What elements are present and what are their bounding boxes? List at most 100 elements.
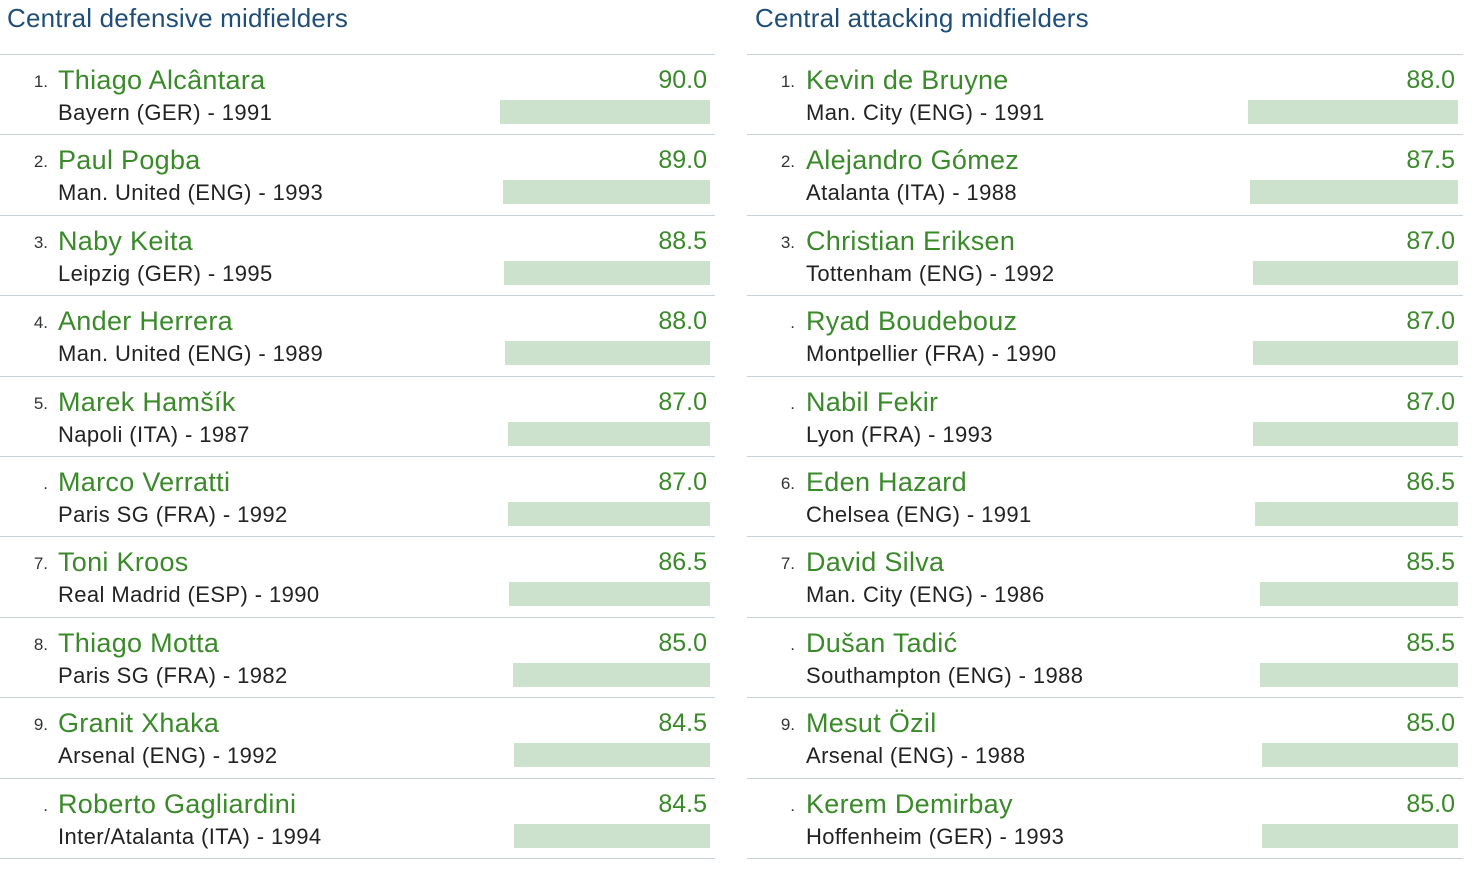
- rank-number: .: [790, 795, 795, 815]
- player-name: Roberto Gagliardini: [58, 788, 297, 819]
- player-name: Mesut Özil: [806, 708, 937, 739]
- rank-number: 9.: [780, 715, 795, 735]
- ranking-row: . Marco Verratti Paris SG (FRA) - 1992 87.0: [0, 457, 715, 538]
- score-bar-track: [1248, 501, 1458, 526]
- club-and-year: Man. United (ENG) - 1989: [58, 341, 324, 367]
- score-bar: [1252, 260, 1458, 285]
- club-and-year: Chelsea (ENG) - 1991: [806, 501, 1032, 527]
- ranking-row: 3. Christian Eriksen Tottenham (ENG) - 199…: [747, 216, 1463, 297]
- score-bar-track: [1248, 582, 1458, 607]
- score-label: 84.5: [658, 709, 707, 738]
- player-name: Christian Eriksen: [806, 225, 1016, 256]
- ranking-list: 1. Thiago Alcântara Bayern (GER) - 1991 90.…: [0, 54, 715, 859]
- player-name: Ryad Boudebouz: [806, 306, 1018, 337]
- score-label: 84.5: [658, 789, 707, 818]
- club-and-year: Napoli (ITA) - 1987: [58, 421, 250, 447]
- ranking-row: 2. Alejandro Gómez Atalanta (ITA) - 1988 87…: [747, 135, 1463, 216]
- ranking-row: 1. Kevin de Bruyne Man. City (ENG) - 1991 8…: [747, 55, 1463, 136]
- score-bar-track: [500, 421, 710, 446]
- club-and-year: Hoffenheim (GER) - 1993: [806, 823, 1065, 849]
- panel-title: Central defensive midfielders: [7, 3, 349, 33]
- club-and-year: Man. City (ENG) - 1986: [806, 582, 1045, 608]
- ranking-row: . Roberto Gagliardini Inter/Atalanta (ITA)…: [0, 779, 715, 859]
- ranking-row: 7. Toni Kroos Real Madrid (ESP) - 1990 86.5: [0, 537, 715, 618]
- score-bar-track: [1248, 421, 1458, 446]
- score-bar-track: [1248, 743, 1458, 768]
- player-name: Kerem Demirbay: [806, 788, 1013, 819]
- score-bar-track: [500, 100, 710, 124]
- score-bar-track: [1248, 823, 1458, 848]
- club-and-year: Tottenham (ENG) - 1992: [806, 260, 1055, 286]
- club-and-year: Lyon (FRA) - 1993: [806, 421, 993, 447]
- rank-number: 7.: [780, 554, 795, 574]
- score-bar-track: [500, 823, 710, 848]
- club-and-year: Paris SG (FRA) - 1992: [58, 501, 288, 527]
- club-and-year: Man. City (ENG) - 1991: [806, 100, 1045, 125]
- ranking-row: . Nabil Fekir Lyon (FRA) - 1993 87.0: [747, 377, 1463, 457]
- score-bar-track: [1248, 260, 1458, 285]
- rank-number: .: [790, 634, 795, 654]
- player-name: Granit Xhaka: [58, 708, 220, 739]
- score-label: 89.0: [658, 146, 707, 175]
- player-name: David Silva: [806, 547, 945, 578]
- rank-number: 5.: [33, 393, 48, 413]
- score-bar: [1252, 421, 1458, 446]
- club-and-year: Arsenal (ENG) - 1992: [58, 743, 278, 769]
- score-bar: [1262, 743, 1458, 768]
- club-and-year: Montpellier (FRA) - 1990: [806, 341, 1057, 367]
- player-name: Marek Hamšík: [58, 386, 236, 417]
- player-name: Toni Kroos: [58, 547, 189, 578]
- rank-number: .: [790, 393, 795, 413]
- club-and-year: Real Madrid (ESP) - 1990: [58, 582, 320, 608]
- player-name: Ander Herrera: [58, 306, 233, 337]
- score-label: 88.0: [1406, 66, 1455, 94]
- club-and-year: Man. United (ENG) - 1993: [58, 180, 324, 206]
- score-bar: [1255, 501, 1458, 526]
- rank-number: 6.: [780, 473, 795, 493]
- player-name: Thiago Motta: [58, 627, 220, 658]
- ranking-row: . Dušan Tadić Southampton (ENG) - 1988 85.5: [747, 618, 1463, 699]
- club-and-year: Paris SG (FRA) - 1982: [58, 662, 288, 688]
- score-label: 85.0: [1406, 709, 1455, 738]
- player-name: Eden Hazard: [806, 466, 967, 497]
- score-bar-track: [500, 743, 710, 768]
- rank-number: .: [790, 313, 795, 333]
- score-label: 87.0: [658, 467, 707, 496]
- club-and-year: Southampton (ENG) - 1988: [806, 662, 1084, 688]
- rank-number: 1.: [33, 72, 48, 91]
- score-bar: [507, 421, 710, 446]
- score-label: 87.0: [1406, 387, 1455, 416]
- score-bar: [1262, 823, 1458, 848]
- rank-number: 3.: [33, 232, 48, 252]
- player-name: Paul Pogba: [58, 145, 201, 176]
- score-bar: [1250, 180, 1458, 205]
- ranking-row: 4. Ander Herrera Man. United (ENG) - 1989 8…: [0, 296, 715, 377]
- score-label: 88.5: [658, 226, 707, 255]
- score-label: 87.0: [658, 387, 707, 416]
- rank-number: 1.: [780, 72, 795, 91]
- score-bar-track: [500, 582, 710, 607]
- score-bar: [505, 341, 710, 366]
- score-label: 87.5: [1406, 146, 1455, 175]
- score-label: 86.5: [1406, 467, 1455, 496]
- score-bar: [503, 260, 710, 285]
- rank-number: 7.: [33, 554, 48, 574]
- score-bar: [507, 501, 710, 526]
- score-bar-track: [1248, 100, 1458, 124]
- club-and-year: Inter/Atalanta (ITA) - 1994: [58, 823, 322, 849]
- score-bar-track: [1248, 662, 1458, 687]
- rank-number: 4.: [33, 313, 48, 333]
- score-bar: [1259, 582, 1458, 607]
- player-name: Naby Keita: [58, 225, 194, 256]
- score-bar: [514, 743, 710, 768]
- player-name: Dušan Tadić: [806, 627, 958, 658]
- score-label: 88.0: [658, 307, 707, 336]
- rank-number: .: [43, 795, 48, 815]
- club-and-year: Leipzig (GER) - 1995: [58, 260, 273, 286]
- player-name: Alejandro Gómez: [806, 145, 1020, 176]
- score-label: 87.0: [1406, 226, 1455, 255]
- club-and-year: Atalanta (ITA) - 1988: [806, 180, 1017, 206]
- player-name: Kevin de Bruyne: [806, 65, 1009, 95]
- ranking-row: 9. Mesut Özil Arsenal (ENG) - 1988 85.0: [747, 698, 1463, 779]
- score-label: 90.0: [658, 66, 707, 94]
